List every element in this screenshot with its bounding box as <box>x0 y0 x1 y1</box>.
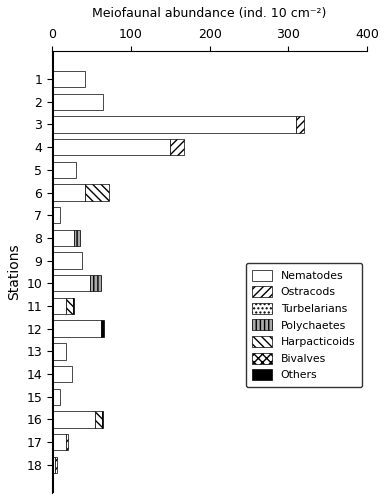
Bar <box>73 298 74 314</box>
Bar <box>52 94 103 110</box>
Bar <box>90 275 101 291</box>
Bar <box>52 139 170 156</box>
Bar <box>66 298 73 314</box>
Title: Meiofaunal abundance (ind. 10 cm⁻²): Meiofaunal abundance (ind. 10 cm⁻²) <box>92 7 327 20</box>
Bar <box>52 366 72 382</box>
Bar <box>52 71 85 87</box>
Bar <box>52 456 55 473</box>
Bar <box>102 411 103 428</box>
Y-axis label: Stations: Stations <box>7 244 21 300</box>
Bar <box>52 343 66 359</box>
Bar <box>52 252 82 268</box>
Bar <box>52 184 85 200</box>
Bar <box>52 388 60 405</box>
Bar <box>95 411 102 428</box>
Bar <box>66 434 68 450</box>
Bar <box>74 230 80 246</box>
Bar <box>52 298 66 314</box>
Bar <box>296 116 304 132</box>
Bar <box>52 320 101 337</box>
Bar <box>52 434 66 450</box>
Bar <box>170 139 185 156</box>
Bar <box>52 116 296 132</box>
Bar <box>52 275 90 291</box>
Bar <box>101 320 104 337</box>
Bar <box>52 207 60 224</box>
Bar <box>52 411 95 428</box>
Legend: Nematodes, Ostracods, Turbelarians, Polychaetes, Harpacticoids, Bivalves, Others: Nematodes, Ostracods, Turbelarians, Poly… <box>246 263 362 387</box>
Bar <box>85 184 109 200</box>
Bar <box>55 456 57 473</box>
Bar <box>52 162 76 178</box>
Bar <box>52 230 74 246</box>
